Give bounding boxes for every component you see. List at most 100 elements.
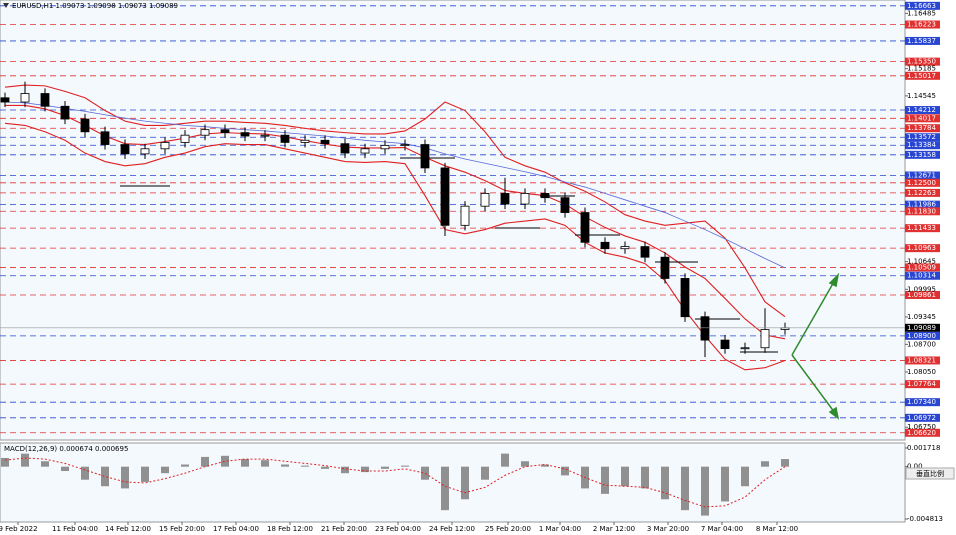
histogram-bar bbox=[241, 459, 249, 467]
scenario-arrows bbox=[791, 272, 840, 420]
candle-body bbox=[180, 134, 190, 143]
x-tick-label: 2 Mar 12:00 bbox=[593, 525, 635, 533]
histogram-bar bbox=[81, 466, 89, 480]
candle-body bbox=[220, 129, 230, 134]
macd-title: MACD(12,26,9) 0.000674 0.000695 bbox=[4, 445, 128, 453]
histogram-bar bbox=[461, 466, 469, 500]
scale-button-label[interactable]: 垂直比例 bbox=[916, 469, 944, 478]
chart-title: EURUSD,H1 1.09073 1.09098 1.09073 1.0908… bbox=[12, 2, 178, 10]
level-label: 1.12500 bbox=[907, 179, 936, 187]
macd-layer: 0.001718 0.00 -0.004813 9 Feb 2022 11 Feb 04… bbox=[0, 444, 943, 533]
level-box bbox=[905, 141, 940, 150]
level-label: 1.08900 bbox=[907, 332, 936, 340]
level-label: 1.14017 bbox=[907, 114, 936, 122]
level-box bbox=[905, 413, 940, 422]
candle-body bbox=[740, 347, 750, 350]
line bbox=[5, 104, 786, 340]
histogram-bar bbox=[761, 461, 769, 467]
level-label: 1.11433 bbox=[907, 224, 936, 232]
line bbox=[4, 101, 786, 269]
level-label: 1.16223 bbox=[907, 21, 936, 29]
candle-body bbox=[120, 144, 130, 155]
candle-body bbox=[260, 134, 270, 137]
candle-body bbox=[20, 93, 30, 103]
histogram-bar bbox=[721, 466, 729, 502]
histogram-bar bbox=[421, 466, 429, 480]
histogram-bar bbox=[41, 461, 49, 467]
level-label: 1.11830 bbox=[907, 207, 936, 215]
histogram-bar bbox=[141, 466, 149, 482]
histogram-bar bbox=[281, 464, 289, 467]
x-tick-label: 21 Feb 20:00 bbox=[321, 525, 367, 533]
candle-body bbox=[320, 139, 330, 145]
line bbox=[4, 84, 786, 318]
level-label: 1.13784 bbox=[907, 124, 936, 132]
histogram-bar bbox=[741, 466, 749, 487]
y-tick-label: -0.004813 bbox=[907, 515, 943, 523]
x-tick-label: 23 Feb 04:00 bbox=[375, 525, 421, 533]
level-box bbox=[905, 207, 940, 216]
candle-body bbox=[80, 118, 90, 133]
histogram-bar bbox=[701, 466, 709, 516]
x-tick-label: 9 Feb 2022 bbox=[0, 525, 38, 533]
candle-body bbox=[360, 148, 370, 154]
level-box bbox=[905, 428, 940, 437]
level-label: 1.13384 bbox=[907, 141, 936, 149]
histogram-bar bbox=[541, 464, 549, 467]
y-tick-label: 1.09345 bbox=[907, 313, 936, 321]
x-tick-label: 14 Feb 12:00 bbox=[105, 525, 151, 533]
level-box bbox=[905, 263, 940, 272]
level-box bbox=[905, 200, 940, 209]
level-box bbox=[905, 171, 940, 180]
level-box bbox=[905, 20, 940, 29]
level-label: 1.07764 bbox=[907, 380, 936, 388]
level-label: 1.10963 bbox=[907, 244, 936, 252]
level-box bbox=[905, 106, 940, 115]
level-label: 1.12263 bbox=[907, 189, 936, 197]
candle-body bbox=[460, 205, 470, 226]
candle-body bbox=[100, 131, 110, 145]
candle-body bbox=[400, 144, 410, 146]
histogram-bar bbox=[561, 466, 569, 476]
candle-body bbox=[680, 278, 690, 318]
y-tick-label: 1.08050 bbox=[907, 368, 936, 376]
y-tick-label: 1.14545 bbox=[907, 92, 936, 100]
x-tick-label: 11 Feb 04:00 bbox=[52, 525, 98, 533]
level-label: 1.15350 bbox=[907, 58, 936, 66]
histogram-bar bbox=[441, 466, 449, 511]
x-tick-label: 8 Mar 12:00 bbox=[756, 525, 798, 533]
histogram-bar bbox=[501, 453, 509, 467]
candle-body bbox=[40, 93, 50, 107]
y-tick-label: 0.001718 bbox=[907, 444, 940, 452]
level-label: 1.14212 bbox=[907, 106, 936, 114]
candle-body bbox=[340, 143, 350, 154]
symbol-icon bbox=[3, 3, 9, 8]
histogram-bar bbox=[781, 459, 789, 467]
x-tick-label: 18 Feb 12:00 bbox=[267, 525, 313, 533]
level-label: 1.06972 bbox=[907, 414, 936, 422]
level-box bbox=[905, 224, 940, 233]
candle-body bbox=[720, 339, 730, 349]
candle-body bbox=[440, 167, 450, 226]
current-price-label: 1.09089 bbox=[907, 324, 936, 332]
candle-body bbox=[0, 97, 10, 103]
level-label: 1.07340 bbox=[907, 398, 936, 406]
level-box bbox=[905, 1, 940, 10]
histogram-bar bbox=[161, 466, 169, 474]
y-tick-label: 1.16485 bbox=[907, 9, 936, 17]
histogram-bar bbox=[221, 455, 229, 467]
candle-body bbox=[640, 246, 650, 258]
scale-button[interactable] bbox=[905, 467, 955, 480]
histogram-bar bbox=[481, 466, 489, 480]
x-tick-label: 1 Mar 04:00 bbox=[539, 525, 581, 533]
histogram-bar bbox=[121, 466, 129, 489]
level-label: 1.08321 bbox=[907, 356, 936, 364]
level-label: 1.13572 bbox=[907, 133, 936, 141]
candle-body bbox=[660, 256, 670, 279]
candle-body bbox=[280, 134, 290, 143]
level-box bbox=[905, 150, 940, 159]
candle-body bbox=[380, 144, 390, 150]
line bbox=[4, 122, 786, 371]
level-box bbox=[905, 188, 940, 197]
